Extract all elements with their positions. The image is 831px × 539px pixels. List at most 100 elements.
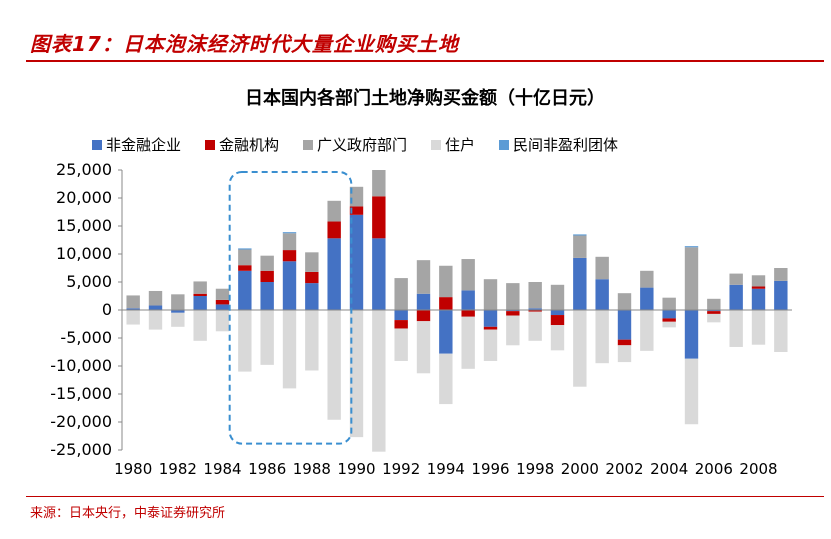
bar-segment [550, 310, 565, 316]
bar-segment [640, 270, 654, 288]
bar-segment [394, 278, 408, 310]
bar-segment [238, 270, 252, 310]
bar-segment [372, 196, 386, 239]
bar-segment [193, 310, 207, 341]
chart-legend: 非金融企业 金融机构 广义政府部门 住户 民间非盈利团体 [92, 136, 618, 154]
bar-segment [595, 256, 609, 280]
bar-segment [550, 284, 565, 310]
bar-segment [617, 293, 632, 310]
bar-segment [215, 288, 230, 300]
bar-segment [193, 296, 207, 310]
legend-swatch [92, 140, 102, 150]
bar-segment [550, 325, 565, 351]
x-tick-label: 1996 [471, 460, 509, 478]
bar-segment [573, 310, 587, 387]
bar-segment [305, 310, 319, 371]
legend-label: 住户 [445, 136, 475, 154]
bar-segment [729, 284, 743, 310]
bar-segment [193, 293, 207, 296]
bar-segment [416, 260, 431, 294]
bar-segment [528, 311, 542, 341]
bar-segment [483, 279, 498, 310]
bar-segment [372, 238, 386, 310]
bar-segment [126, 295, 140, 309]
bar-segment [573, 234, 587, 236]
y-tick-label: 5,000 [66, 272, 112, 291]
x-tick-label: 1986 [248, 460, 286, 478]
bar-segment [305, 271, 319, 284]
bar-segment [260, 270, 274, 282]
x-tick-label: 1982 [159, 460, 197, 478]
bar-segment [662, 310, 676, 319]
y-tick-label: 10,000 [56, 244, 112, 263]
bar-segment [573, 235, 587, 258]
x-tick-label: 1984 [203, 460, 241, 478]
bar-segment [238, 249, 252, 266]
bar-segment [595, 310, 609, 364]
bar-segment [305, 283, 319, 310]
bar-segment [483, 329, 498, 361]
legend-swatch [499, 140, 509, 150]
bubble-era-highlight-box [228, 171, 353, 445]
bar-segment [327, 221, 341, 239]
bar-segment [662, 297, 676, 310]
bar-segment [327, 200, 341, 222]
bar-segment [372, 170, 386, 197]
bar-segment [461, 310, 475, 317]
bar-segment [193, 281, 207, 294]
bar-segment [439, 310, 453, 354]
bar-segment [327, 310, 341, 420]
bar-segment [416, 321, 431, 374]
source-note: 来源：日本央行，中泰证券研究所 [30, 506, 226, 521]
bar-segment [238, 248, 252, 250]
bar-segment [148, 305, 163, 310]
bar-segment [349, 310, 364, 438]
legend-label: 非金融企业 [106, 136, 181, 154]
x-tick-label: 2004 [650, 460, 688, 478]
bar-segment [751, 286, 766, 289]
y-tick-label: -25,000 [50, 440, 112, 459]
bar-segment [506, 283, 520, 310]
bar-segment [282, 233, 297, 251]
bar-segment [305, 252, 319, 272]
y-tick-label: -5,000 [60, 328, 112, 347]
bar-segment [684, 247, 699, 310]
y-tick-label: -10,000 [50, 356, 112, 375]
x-tick-label: 1992 [382, 460, 420, 478]
y-tick-label: 15,000 [56, 216, 112, 235]
bar-segment [260, 282, 274, 310]
x-tick-label: 1990 [337, 460, 375, 478]
bar-segment [595, 279, 609, 310]
bar-segment [506, 315, 520, 346]
x-tick-label: 1998 [516, 460, 554, 478]
y-tick-label: 20,000 [56, 188, 112, 207]
bar-segment [148, 310, 163, 330]
x-tick-label: 2002 [605, 460, 643, 478]
bar-segment [215, 304, 230, 310]
bar-segment [171, 312, 185, 327]
bar-segment [238, 265, 252, 271]
bar-segment [215, 299, 230, 305]
bar-segment [528, 308, 542, 310]
bar-segment [171, 294, 185, 310]
bar-segment [349, 214, 364, 310]
bar-segment [260, 310, 274, 365]
bar-segment [617, 310, 632, 340]
bar-segment [349, 186, 364, 207]
bar-segment [528, 282, 542, 309]
bar-segment [461, 290, 475, 310]
bar-segment [260, 255, 274, 271]
bar-segment [684, 358, 699, 425]
bar-segment [550, 315, 565, 326]
bar-segment [126, 310, 140, 325]
legend-swatch [431, 140, 441, 150]
bar-segment [171, 310, 185, 313]
bar-segment [126, 308, 140, 310]
bar-segment [662, 318, 676, 322]
bar-segment [439, 265, 453, 298]
bar-segment [282, 250, 297, 262]
bar-segment [394, 310, 408, 321]
y-tick-label: -20,000 [50, 412, 112, 431]
x-tick-label: 1980 [114, 460, 152, 478]
bar-segment [416, 293, 431, 310]
